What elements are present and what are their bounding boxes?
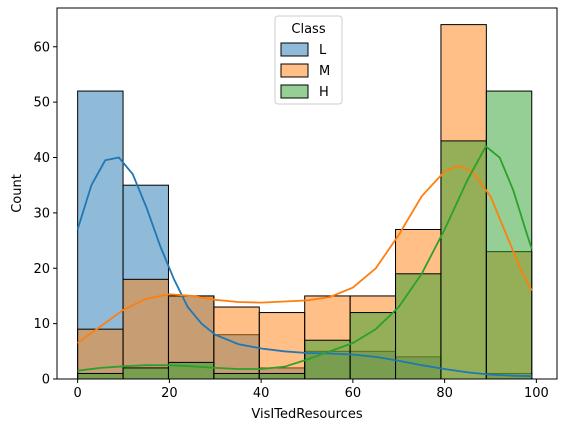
x-axis-ticks: 0 20 40 60 80 100: [74, 379, 549, 401]
bar-H-7: [395, 273, 442, 380]
bar-M-1: [122, 278, 169, 380]
x-tick-label: 80: [436, 386, 453, 401]
y-axis-ticks: 0 10 20 30 40 50 60: [33, 40, 57, 388]
y-tick-label: 30: [33, 206, 50, 221]
y-tick-label: 0: [42, 373, 50, 388]
bar-H-1: [122, 367, 169, 380]
x-tick-label: 0: [74, 386, 82, 401]
y-tick-label: 50: [33, 96, 50, 111]
bar-H-8: [440, 140, 487, 380]
y-tick-label: 60: [33, 40, 50, 55]
kde-curves: [76, 145, 533, 378]
plot-frame: [56, 7, 558, 380]
bar-H-0: [77, 372, 124, 380]
legend-swatch-M: [280, 63, 309, 78]
x-tick-label: 60: [345, 386, 362, 401]
bar-H-4: [258, 372, 306, 380]
y-axis-label: Count: [10, 174, 25, 213]
kde-line-L: [76, 156, 532, 378]
x-tick-label: 100: [524, 386, 549, 401]
x-tick-label: 40: [253, 386, 270, 401]
bar-H-6: [349, 312, 397, 380]
x-axis-label: VisITedResources: [251, 407, 362, 422]
y-tick-label: 20: [33, 262, 50, 277]
legend-swatch-H: [280, 84, 309, 99]
kde-line-M: [77, 164, 533, 344]
y-tick-label: 40: [33, 151, 50, 166]
legend: Class LMH: [274, 15, 343, 105]
bar-M-0: [77, 328, 124, 380]
y-tick-label: 10: [33, 317, 50, 332]
legend-title: Class: [291, 22, 325, 37]
x-tick-label: 20: [161, 386, 178, 401]
legend-items: LMH: [280, 42, 330, 100]
legend-label-H: H: [319, 85, 329, 100]
bar-H-3: [213, 372, 260, 380]
bar-H-9: [485, 90, 533, 380]
legend-label-L: L: [319, 43, 327, 58]
legend-label-M: M: [319, 64, 330, 79]
legend-swatch-L: [280, 42, 309, 57]
legend-box: [274, 15, 343, 105]
kde-line-H: [77, 145, 533, 372]
